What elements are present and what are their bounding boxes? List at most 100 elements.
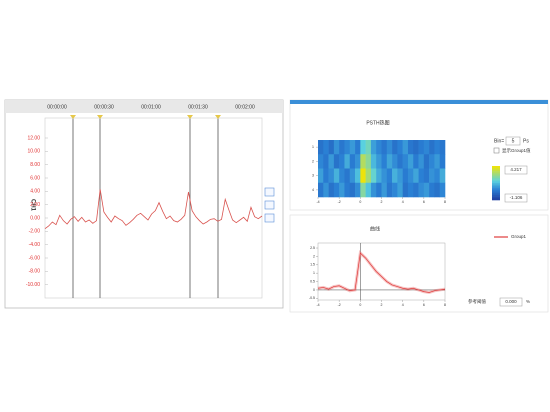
time-label: 00:01:30: [188, 104, 208, 110]
x-tick-label: 4: [402, 200, 404, 204]
heatmap-cell: [355, 168, 361, 184]
colorbar-step: [492, 184, 500, 187]
x-tick-label: 8: [444, 303, 446, 307]
heatmap-cell: [439, 182, 446, 198]
zoom-out-button[interactable]: [264, 213, 275, 223]
x-tick-label: 0: [359, 303, 361, 307]
colorbar-step: [492, 196, 500, 199]
y-tick-label: 2.00: [30, 202, 40, 208]
heatmap-cell: [397, 154, 403, 169]
bin-input[interactable]: [505, 136, 521, 146]
heatmap-cell: [333, 140, 340, 155]
heatmap-title: PSTH热图: [366, 119, 389, 126]
heatmap-cell: [355, 182, 361, 198]
colorbar-step: [492, 176, 500, 179]
bin-label: Bin=: [494, 138, 504, 144]
heatmap-cell: [439, 168, 446, 184]
x-tick-label: 4: [402, 303, 404, 307]
heatmap-cell: [381, 168, 388, 184]
y-tick-label: 1: [313, 271, 315, 275]
y-tick-label: 0: [313, 288, 315, 292]
zoom-in-button[interactable]: [264, 200, 275, 210]
heatmap-cell: [349, 182, 356, 198]
heatmap-cell: [360, 182, 366, 198]
heatmap-cell: [349, 140, 356, 155]
heatmap-cell: [339, 168, 345, 184]
x-tick-label: 8: [444, 200, 446, 204]
curve-plot-area: [317, 242, 446, 301]
heatmap-cell: [376, 182, 382, 198]
color-min-box[interactable]: [504, 193, 528, 203]
heatmap-cell: [333, 154, 340, 169]
heatmap-cell: [365, 140, 372, 155]
heatmap-cell: [349, 168, 356, 184]
heatmap-cell: [418, 154, 425, 169]
bin-unit: Ps: [523, 138, 529, 144]
heatmap-cell: [429, 154, 435, 169]
heatmap-cell: [429, 168, 435, 184]
x-tick-label: 6: [423, 200, 425, 204]
heatmap-cell: [360, 140, 366, 155]
colorbar-step: [492, 181, 500, 184]
heatmap-cell: [323, 154, 329, 169]
heatmap-cell: [328, 168, 335, 184]
heatmap-cell: [376, 140, 382, 155]
y-tick-label: 4: [312, 188, 314, 192]
zoom-button[interactable]: [264, 187, 275, 197]
y-tick-label: 8.00: [30, 162, 40, 168]
heatmap-cell: [328, 140, 335, 155]
heatmap-cell: [376, 154, 382, 169]
y-tick-label: 2: [313, 254, 315, 258]
y-tick-label: 1.5: [310, 263, 315, 267]
colorbar-step: [492, 193, 500, 196]
heatmap-cell: [381, 154, 388, 169]
heatmap-cell: [318, 140, 324, 155]
x-tick-label: 6: [423, 303, 425, 307]
y-tick-label: 2.5: [310, 246, 315, 250]
heatmap-cell: [402, 182, 409, 198]
y-tick-label: -2.00: [29, 229, 41, 235]
heatmap-cell: [370, 168, 377, 184]
heatmap-cell: [328, 182, 335, 198]
heatmap-cell: [318, 182, 324, 198]
panel-header-bar: [290, 100, 548, 104]
curve-title: 曲线: [370, 225, 380, 232]
y-tick-label: 1: [312, 145, 314, 149]
time-label: 00:01:00: [141, 104, 161, 110]
colorbar-step: [492, 183, 500, 185]
heatmap-cell: [344, 154, 351, 169]
heatmap-cell: [407, 168, 414, 184]
heatmap-cell: [360, 154, 366, 169]
color-max-box[interactable]: [504, 165, 528, 175]
x-tick-label: -2: [338, 303, 341, 307]
y-tick-label: 12.00: [27, 135, 40, 141]
heatmap-cell: [418, 182, 425, 198]
heatmap-cell: [360, 168, 366, 184]
heatmap-cell: [323, 182, 329, 198]
color-min: -1.106: [510, 195, 523, 200]
y-tick-label: -6.00: [29, 255, 41, 261]
group-checkbox[interactable]: [493, 147, 500, 154]
heatmap-cell: [339, 182, 345, 198]
y-tick-label: -8.00: [29, 269, 41, 275]
event-markers: [70, 115, 221, 298]
heatmap-cell: [344, 182, 351, 198]
y-tick-label: 3: [312, 174, 314, 178]
heatmap-cell: [418, 168, 425, 184]
heatmap-cell: [386, 182, 393, 198]
y-tick-label: 0.00: [30, 215, 40, 221]
heatmap-cell: [349, 154, 356, 169]
heatmap-cell: [392, 140, 398, 155]
time-label: 00:00:00: [47, 104, 67, 110]
heatmap-cell: [423, 154, 430, 169]
bin-value: 5: [512, 138, 515, 144]
heatmap-cell: [397, 140, 403, 155]
heatmap-cell: [429, 182, 435, 198]
heatmap-cell: [381, 182, 388, 198]
threshold-input[interactable]: [499, 297, 523, 307]
colorbar-step: [492, 166, 500, 168]
marker-flag[interactable]: [70, 115, 221, 119]
y-tick-label: 10.00: [27, 149, 40, 155]
heatmap-cell: [381, 140, 388, 155]
